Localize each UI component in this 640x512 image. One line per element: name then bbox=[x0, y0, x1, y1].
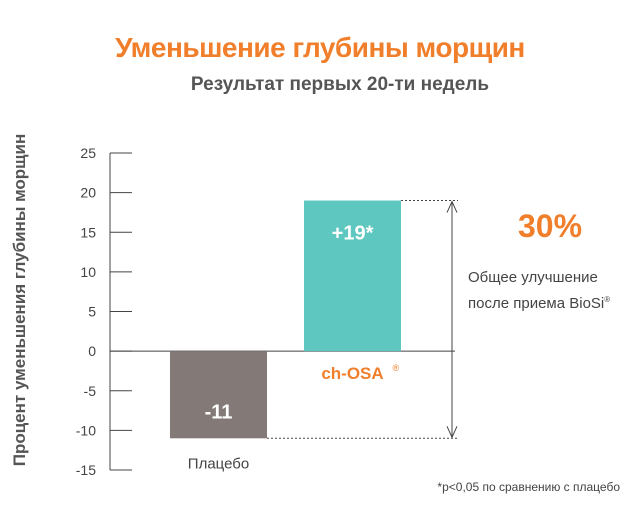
y-tick-label: -15 bbox=[76, 462, 96, 478]
registered-mark: ® bbox=[393, 363, 400, 373]
y-tick-label: 5 bbox=[88, 304, 96, 320]
y-tick-label: 15 bbox=[80, 224, 96, 240]
data-label: -11 bbox=[205, 401, 233, 423]
arrow-head-up bbox=[446, 200, 458, 213]
improvement-line-1: Общее улучшение bbox=[468, 269, 598, 286]
arrow-head-down bbox=[446, 426, 458, 439]
bar-placebo bbox=[170, 351, 267, 439]
footnote: *p<0,05 по сравнению с плацебо bbox=[437, 480, 620, 494]
y-tick-label: 10 bbox=[80, 264, 96, 280]
chart-subtitle: Результат первых 20-ти недель bbox=[190, 74, 490, 95]
improvement-line-2: после приема BioSi® bbox=[468, 289, 610, 315]
bar-ch-osa bbox=[304, 200, 401, 352]
improvement-line-2-text: после приема BioSi bbox=[468, 295, 605, 312]
chart-title: Уменьшение глубины морщин bbox=[115, 32, 525, 63]
category-label: ch-OSA bbox=[321, 364, 383, 383]
category-label: Плацебо bbox=[188, 455, 249, 472]
y-tick-label: 25 bbox=[80, 145, 96, 161]
registered-mark: ® bbox=[604, 295, 611, 304]
improvement-note: Общее улучшение после приема BioSi® bbox=[468, 267, 610, 315]
y-tick-label: 20 bbox=[80, 185, 96, 201]
y-tick-label: 0 bbox=[88, 343, 96, 359]
improvement-percent: 30% bbox=[517, 208, 583, 244]
y-tick-label: -10 bbox=[76, 422, 96, 438]
y-tick-label: -5 bbox=[84, 383, 97, 399]
data-label: +19* bbox=[332, 223, 374, 245]
